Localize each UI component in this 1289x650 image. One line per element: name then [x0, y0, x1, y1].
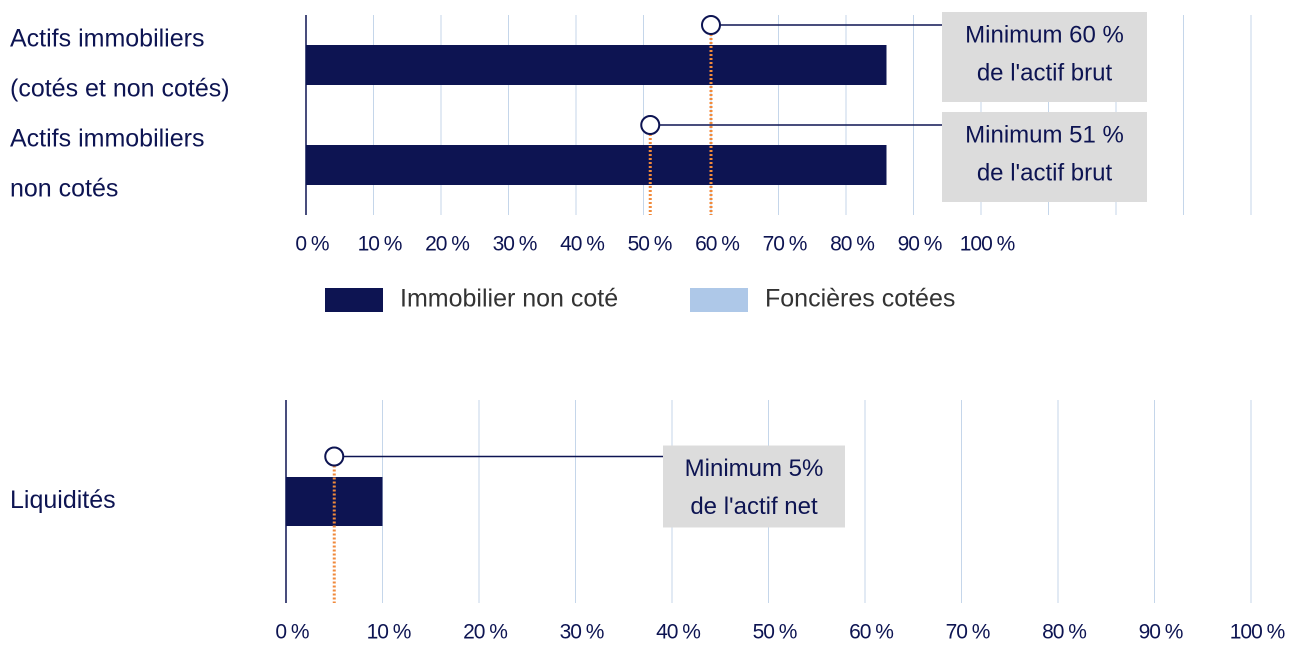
x-tick-label: 80 %: [1042, 621, 1086, 644]
threshold-marker: [701, 15, 721, 35]
x-tick-label: 40 %: [656, 621, 700, 644]
legend-label: Foncières cotées: [765, 285, 955, 313]
category-label: Liquidités: [10, 486, 116, 514]
annotation-text: de l'actif net: [690, 493, 818, 520]
x-tick-label: 10 %: [358, 233, 402, 256]
x-tick-label: 90 %: [898, 233, 942, 256]
legend-swatch: [690, 288, 748, 312]
category-label: Actifs immobiliers: [10, 25, 204, 53]
x-tick-label: 60 %: [849, 621, 893, 644]
x-tick-label: 20 %: [463, 621, 507, 644]
category-label: Actifs immobiliers: [10, 125, 204, 153]
annotation-text: Minimum 5%: [685, 455, 824, 482]
annotation-box: [663, 445, 845, 528]
x-tick-label: 50 %: [628, 233, 672, 256]
threshold-marker: [324, 446, 345, 467]
x-tick-label: 20 %: [425, 233, 469, 256]
category-label: non cotés: [10, 175, 118, 203]
legend-label: Immobilier non coté: [400, 285, 618, 313]
x-tick-label: 100 %: [960, 233, 1015, 256]
x-tick-label: 90 %: [1139, 621, 1183, 644]
annotation-text: Minimum 51 %: [965, 121, 1124, 148]
threshold-marker: [640, 115, 661, 135]
x-tick-label: 50 %: [753, 621, 797, 644]
annotation-text: de l'actif brut: [977, 59, 1113, 86]
x-tick-label: 70 %: [946, 621, 990, 644]
x-tick-label: 100 %: [1230, 621, 1285, 644]
bar: [306, 45, 887, 85]
legend-swatch: [325, 288, 383, 312]
annotation-box: [942, 112, 1147, 202]
x-tick-label: 0 %: [275, 621, 309, 644]
x-tick-label: 80 %: [830, 233, 874, 256]
x-tick-label: 30 %: [493, 233, 537, 256]
x-tick-label: 60 %: [695, 233, 739, 256]
bar: [306, 145, 887, 185]
annotation-box: [942, 12, 1147, 102]
x-tick-label: 40 %: [560, 233, 604, 256]
annotation-text: de l'actif brut: [977, 159, 1113, 186]
x-tick-label: 10 %: [367, 621, 411, 644]
x-tick-label: 70 %: [763, 233, 807, 256]
annotation-text: Minimum 60 %: [965, 21, 1124, 48]
x-tick-label: 30 %: [560, 621, 604, 644]
category-label: (cotés et non cotés): [10, 75, 230, 103]
x-tick-label: 0 %: [295, 233, 329, 256]
